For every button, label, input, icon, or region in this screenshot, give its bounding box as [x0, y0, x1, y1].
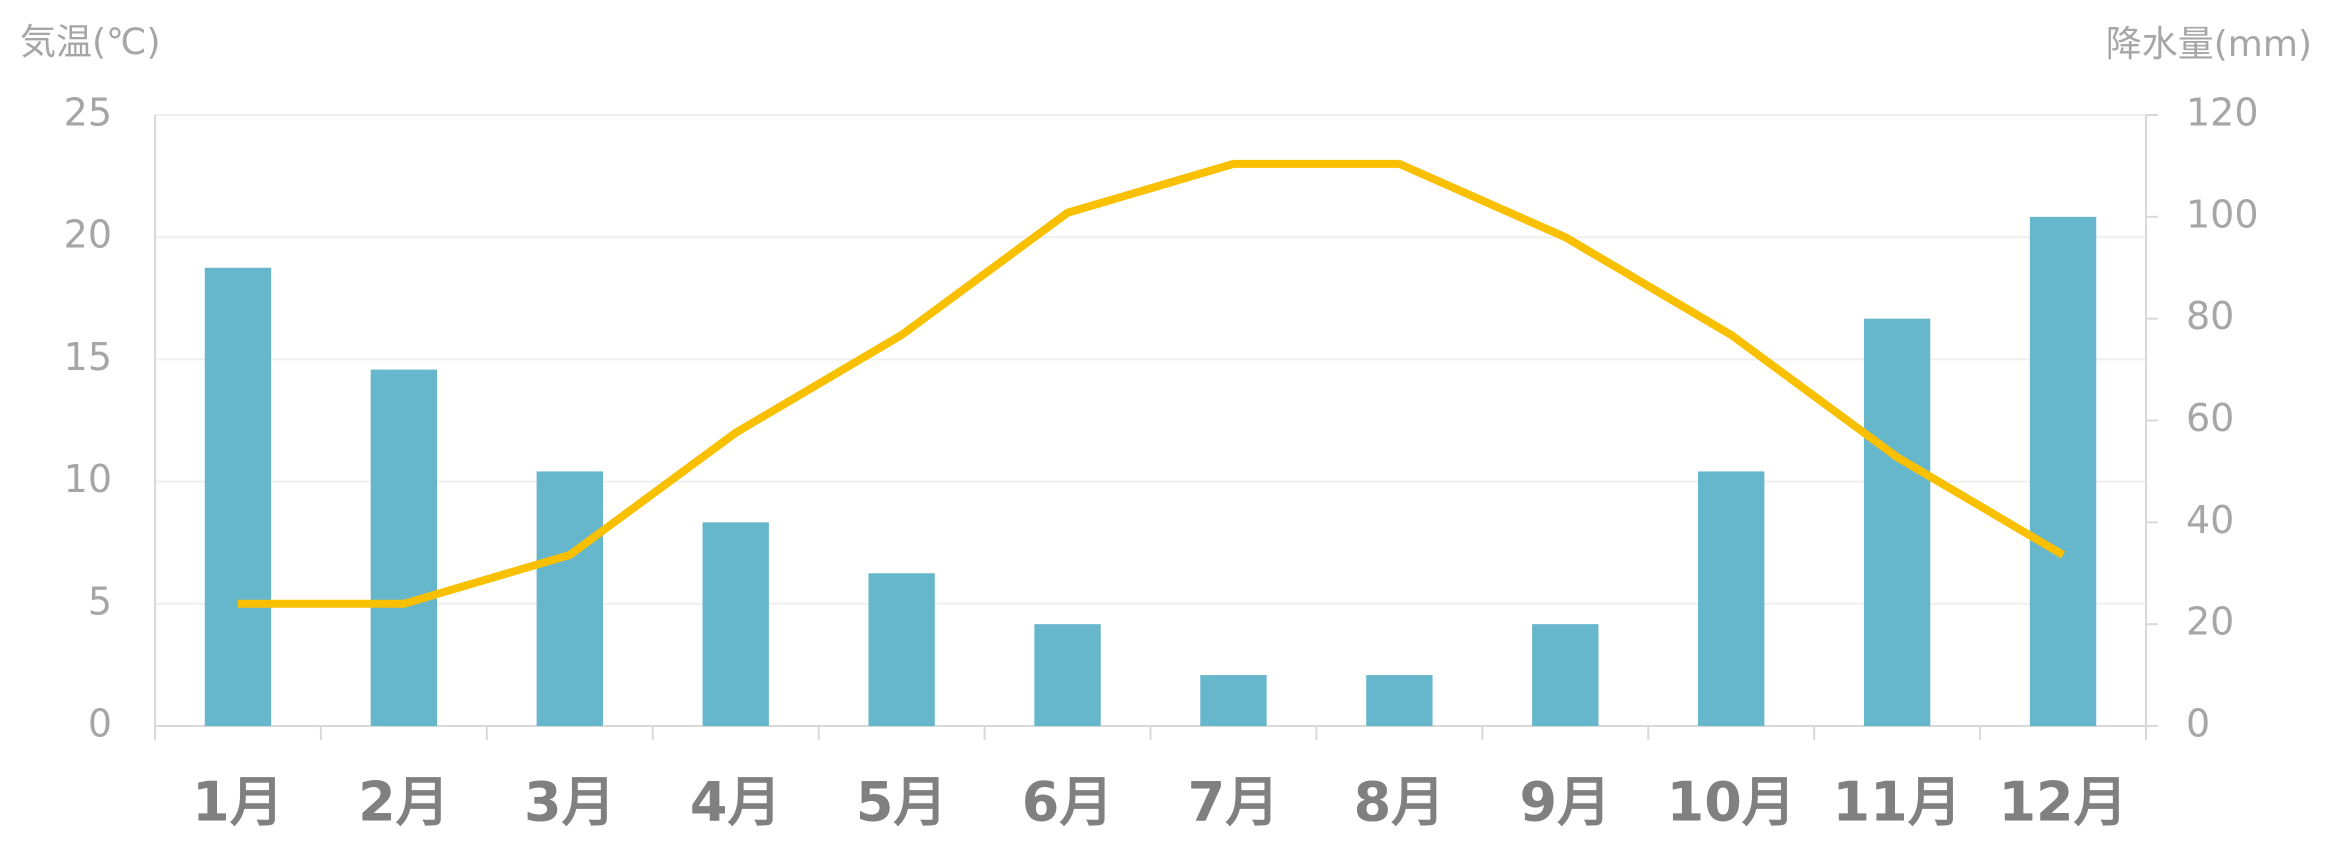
- bar: [1034, 624, 1101, 726]
- y2-tick-label: 20: [2186, 600, 2234, 644]
- bar: [204, 267, 272, 726]
- y-tick-label: 25: [64, 91, 112, 135]
- x-tick-label: 9月: [1520, 771, 1612, 834]
- bar: [1698, 471, 1765, 726]
- bar: [1532, 624, 1599, 726]
- x-tick-label: 8月: [1354, 771, 1446, 834]
- bar: [536, 471, 603, 726]
- x-tick-label: 4月: [690, 771, 782, 834]
- y-tick-label: 15: [64, 335, 112, 379]
- y-axis-title: 気温(℃): [20, 22, 161, 63]
- x-tick-label: 6月: [1022, 771, 1114, 834]
- x-tick-label: 11月: [1833, 771, 1962, 834]
- x-tick-label: 10月: [1667, 771, 1796, 834]
- y2-tick-label: 40: [2186, 498, 2234, 542]
- y2-tick-label: 80: [2186, 294, 2234, 338]
- x-tick-label: 1月: [192, 771, 284, 834]
- y2-tick-label: 120: [2186, 91, 2259, 135]
- x-tick-label: 2月: [358, 771, 450, 834]
- line: [237, 159, 2066, 608]
- y-tick-label: 20: [64, 213, 112, 257]
- y-tick-label: 0: [88, 702, 112, 746]
- x-tick-label: 5月: [856, 771, 948, 834]
- x-tick-label: 7月: [1188, 771, 1280, 834]
- bar: [1366, 675, 1433, 726]
- bar: [702, 522, 769, 726]
- x-tick-label: 3月: [524, 771, 616, 834]
- y2-tick-label: 0: [2186, 702, 2210, 746]
- bar: [1863, 318, 1931, 726]
- bar: [2029, 216, 2097, 727]
- bar: [370, 369, 438, 726]
- y2-tick-label: 60: [2186, 396, 2234, 440]
- y2-tick-label: 100: [2186, 192, 2259, 236]
- y2-axis-title: 降水量(mm): [2106, 24, 2312, 65]
- bar: [868, 573, 935, 726]
- y-tick-label: 10: [64, 457, 112, 501]
- y-tick-label: 5: [88, 579, 112, 623]
- x-tick-label: 12月: [1998, 771, 2127, 834]
- bar: [1200, 675, 1267, 726]
